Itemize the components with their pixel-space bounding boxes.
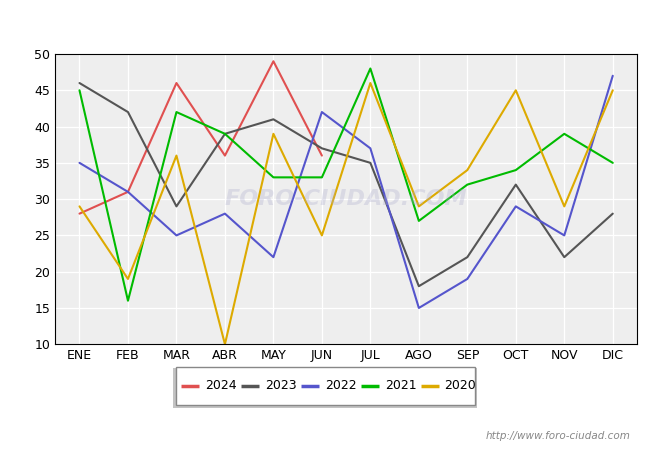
Text: 2022: 2022 [325, 379, 357, 392]
Text: 2023: 2023 [265, 379, 297, 392]
Text: 2020: 2020 [445, 379, 476, 392]
Text: http://www.foro-ciudad.com: http://www.foro-ciudad.com [486, 431, 630, 441]
Text: Matriculaciones de Vehículos en Fraga: Matriculaciones de Vehículos en Fraga [153, 14, 497, 33]
Text: 2024: 2024 [205, 379, 237, 392]
Text: 2021: 2021 [385, 379, 417, 392]
Text: FORO-CIUDAD.COM: FORO-CIUDAD.COM [225, 189, 467, 209]
